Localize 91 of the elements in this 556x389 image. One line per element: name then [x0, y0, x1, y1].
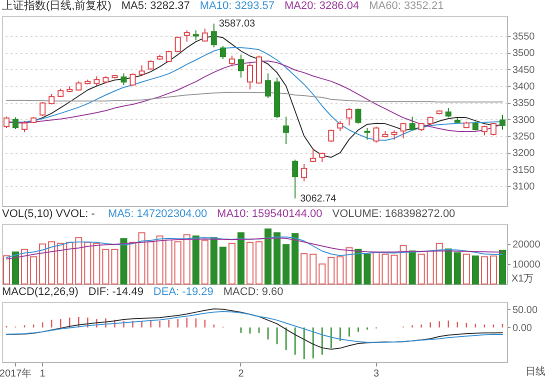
- series-label: MA5: 147202304.00: [108, 208, 208, 220]
- x-tick-label: 2: [238, 368, 244, 380]
- y-tick-label: 0.00: [512, 322, 532, 334]
- text: MA5: 3282.37: [121, 0, 190, 12]
- y-tick-label: 50.00: [512, 304, 538, 316]
- text: MA10: 3293.57: [200, 0, 274, 12]
- candlestick: [373, 126, 380, 144]
- bar: [264, 228, 272, 284]
- series-label: MA10: 159540144.00: [217, 208, 322, 220]
- bar: [454, 252, 461, 284]
- annotation: 3062.74: [300, 193, 337, 204]
- chart-title: MACD(12,26,9): [2, 286, 78, 298]
- y-tick-label: 3300: [512, 114, 536, 126]
- candlestick: [283, 116, 290, 144]
- bar: [444, 248, 452, 284]
- bar: [408, 250, 416, 284]
- candlestick: [292, 159, 298, 199]
- chart-title: 上证指数(日线,前复权): [2, 0, 112, 12]
- candlestick: [246, 62, 253, 90]
- candlestick: [310, 148, 316, 162]
- candlestick: [40, 102, 46, 116]
- bar: [210, 237, 218, 284]
- x-tick-label: 1: [40, 368, 46, 380]
- text: VOLUME: 168398272.00: [332, 208, 456, 220]
- candlestick: [337, 120, 344, 132]
- candlestick: [409, 116, 416, 131]
- y-tick-label: 3350: [512, 98, 536, 110]
- chart-title: VOL(5,10) VVOL: -: [2, 208, 96, 220]
- candlestick: [490, 122, 496, 136]
- candlestick: [210, 23, 217, 48]
- candlestick: [319, 152, 326, 162]
- candlestick: [328, 129, 334, 142]
- candlestick: [301, 164, 308, 182]
- y-tick-label: 3450: [512, 64, 536, 76]
- text: MA20: 3286.04: [284, 0, 360, 12]
- bar: [364, 254, 371, 284]
- y-tick-label: 10000: [512, 260, 541, 270]
- candlestick: [48, 94, 55, 105]
- candlestick: [174, 36, 181, 52]
- y-tick-label: 3100: [512, 182, 536, 192]
- y-tick-label: 3200: [512, 148, 536, 160]
- candlestick: [355, 108, 362, 124]
- y-tick-label: 3250: [512, 132, 536, 142]
- bar: [192, 236, 200, 284]
- candlestick: [499, 114, 506, 130]
- candlestick: [130, 72, 136, 86]
- bar: [237, 232, 244, 284]
- candlestick: [22, 120, 28, 132]
- candlestick: [220, 46, 226, 60]
- line-series: [6, 308, 503, 350]
- annotation: 3587.03: [218, 18, 256, 30]
- line-series: [6, 310, 503, 343]
- candlestick: [265, 72, 272, 98]
- bar: [498, 250, 506, 284]
- y-tick-label: 3150: [512, 164, 536, 176]
- candlestick: [120, 72, 127, 86]
- bar: [12, 252, 20, 284]
- y-tick-label: 3550: [512, 32, 536, 42]
- series-label: DEA: -19.29: [153, 286, 214, 298]
- candlestick: [481, 125, 488, 136]
- y-axis-title: X1万: [512, 274, 534, 284]
- candlestick: [202, 28, 208, 42]
- candlestick: [400, 122, 406, 139]
- x-tick-label: 3: [373, 368, 380, 380]
- bar: [274, 232, 281, 284]
- y-tick-label: 3500: [512, 48, 536, 60]
- candlestick: [138, 64, 145, 76]
- candlestick: [445, 108, 452, 118]
- bar: [120, 238, 128, 284]
- candlestick: [364, 128, 370, 140]
- candlestick: [184, 30, 190, 42]
- text: MACD: 9.60: [223, 286, 284, 298]
- text: MA60: 3352.21: [369, 0, 444, 12]
- bar: [292, 233, 299, 284]
- bar: [472, 256, 479, 284]
- candlestick: [12, 116, 19, 130]
- candlestick: [94, 76, 100, 86]
- bar: [282, 244, 290, 284]
- candlestick: [238, 54, 244, 78]
- candlestick: [346, 108, 352, 126]
- bar: [219, 246, 226, 284]
- y-tick-label: 3400: [512, 82, 536, 92]
- candlestick: [192, 30, 199, 41]
- series-label: DIF: -14.49: [88, 286, 144, 298]
- candlestick: [391, 130, 398, 140]
- bar: [354, 248, 362, 284]
- x-tick-label: 2017年: [0, 368, 32, 380]
- x-axis-title: 日线: [526, 366, 546, 378]
- candlestick: [228, 55, 235, 67]
- y-tick-label: 20000: [512, 240, 541, 250]
- candlestick: [4, 116, 10, 128]
